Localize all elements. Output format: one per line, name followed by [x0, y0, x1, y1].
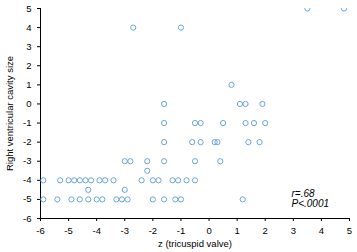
svg-text:4: 4: [26, 22, 31, 33]
svg-text:2: 2: [263, 225, 268, 236]
svg-text:Right ventricular cavity size: Right ventricular cavity size: [4, 56, 15, 171]
svg-text:-1: -1: [23, 117, 31, 128]
svg-text:4: 4: [319, 225, 324, 236]
svg-text:z (tricuspid valve): z (tricuspid valve): [158, 238, 232, 249]
svg-text:0: 0: [26, 98, 31, 109]
svg-text:-3: -3: [23, 155, 31, 166]
svg-text:3: 3: [291, 225, 296, 236]
svg-text:-6: -6: [36, 225, 44, 236]
svg-text:-5: -5: [23, 193, 31, 204]
svg-text:-3: -3: [121, 225, 129, 236]
svg-text:1: 1: [234, 225, 239, 236]
svg-text:0: 0: [206, 225, 211, 236]
svg-text:5: 5: [26, 3, 31, 14]
svg-text:r=.68P<.0001: r=.68P<.0001: [292, 188, 330, 209]
svg-text:-4: -4: [23, 174, 31, 185]
svg-text:5: 5: [347, 225, 352, 236]
svg-text:-2: -2: [149, 225, 157, 236]
svg-text:2: 2: [26, 60, 31, 71]
svg-text:-6: -6: [23, 213, 31, 224]
svg-text:1: 1: [26, 79, 31, 90]
svg-text:-1: -1: [177, 225, 185, 236]
svg-text:-2: -2: [23, 136, 31, 147]
svg-text:3: 3: [26, 41, 31, 52]
svg-text:-5: -5: [64, 225, 72, 236]
svg-text:-4: -4: [92, 225, 100, 236]
